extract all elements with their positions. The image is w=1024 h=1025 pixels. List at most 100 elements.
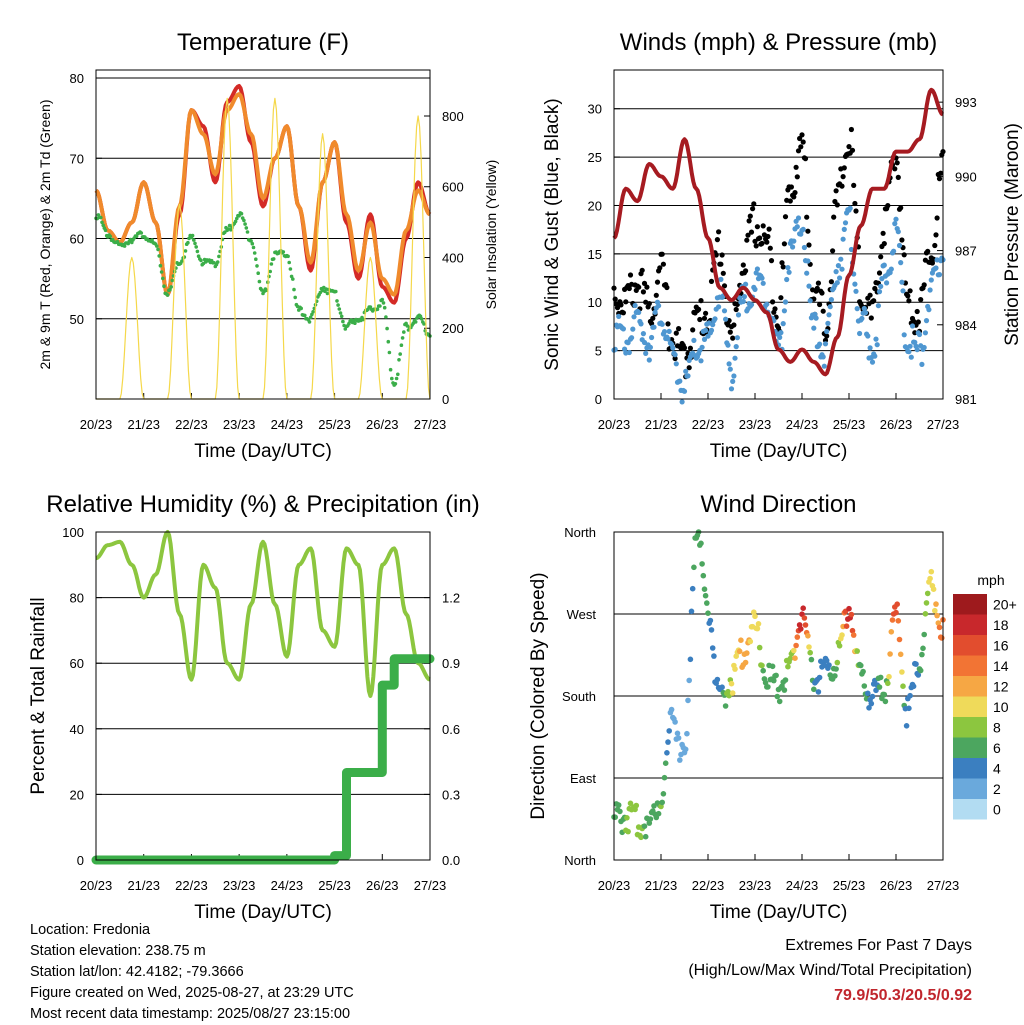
- series-point: [620, 326, 627, 332]
- series-point: [685, 373, 691, 379]
- series-point: [697, 316, 703, 323]
- direction-point: [685, 697, 691, 704]
- series-point: [251, 245, 256, 250]
- x-tick-label: 21/23: [645, 878, 678, 893]
- x-tick-label: 24/23: [786, 417, 819, 432]
- series-point: [661, 329, 668, 335]
- series-point: [626, 349, 632, 356]
- series-point: [719, 252, 725, 258]
- series-point: [820, 354, 826, 360]
- series-point: [828, 279, 835, 285]
- series-point: [767, 245, 773, 251]
- series-point: [665, 336, 671, 342]
- y-tick-label: 40: [70, 722, 84, 737]
- y-tick-label: 80: [70, 71, 84, 86]
- series-point: [616, 313, 622, 319]
- series-point: [907, 343, 913, 349]
- series-point: [792, 190, 798, 196]
- direction-point: [773, 672, 779, 679]
- direction-point: [674, 730, 681, 737]
- series-point: [740, 298, 746, 305]
- series-point: [217, 254, 221, 259]
- series-point: [122, 244, 127, 248]
- series-point: [728, 386, 735, 392]
- series-point: [766, 226, 772, 232]
- series-point: [737, 295, 743, 301]
- x-tick-label: 26/23: [880, 417, 913, 432]
- legend-swatch: [953, 635, 987, 656]
- series-point: [686, 365, 692, 371]
- series-point: [768, 258, 775, 264]
- chart-title: Temperature (F): [177, 29, 349, 56]
- x-axis-title: Time (Day/UTC): [194, 441, 332, 462]
- x-tick-label: 25/23: [833, 417, 866, 432]
- series-point: [681, 345, 688, 351]
- direction-point: [887, 651, 893, 657]
- series-point: [857, 330, 863, 337]
- series-point: [794, 174, 800, 180]
- series-point: [901, 332, 907, 338]
- series-point: [394, 376, 399, 381]
- direction-point: [894, 601, 900, 607]
- series-point: [659, 321, 665, 327]
- direction-point: [612, 814, 618, 820]
- direction-point: [876, 684, 883, 690]
- series-point: [650, 315, 656, 321]
- direction-point: [869, 693, 876, 700]
- series-point: [899, 279, 905, 285]
- series-point: [687, 345, 694, 351]
- direction-point: [666, 728, 672, 734]
- series-point: [854, 306, 860, 312]
- series-point: [791, 238, 797, 244]
- direction-point: [934, 612, 940, 619]
- x-tick-label: 24/23: [786, 878, 819, 893]
- legend-swatch: [953, 758, 987, 779]
- series-point: [721, 283, 728, 289]
- series-point: [257, 279, 262, 284]
- series-point: [815, 280, 822, 286]
- series-point: [778, 330, 784, 336]
- direction-point: [660, 791, 667, 797]
- x-tick-label: 21/23: [645, 417, 678, 432]
- series-point: [780, 264, 786, 270]
- direction-point: [888, 629, 895, 635]
- legend-swatch: [953, 696, 987, 717]
- series-point: [308, 315, 313, 320]
- direction-point: [907, 692, 913, 699]
- series-point: [103, 228, 108, 233]
- direction-point: [882, 698, 889, 705]
- series-point: [817, 301, 823, 308]
- direction-point: [732, 666, 738, 672]
- direction-point: [854, 648, 860, 654]
- series-point: [139, 231, 144, 235]
- direction-point: [642, 833, 649, 840]
- series-point: [380, 297, 385, 302]
- series-point: [933, 232, 939, 238]
- series-point: [822, 341, 829, 347]
- series-point: [168, 287, 172, 292]
- series-point: [623, 299, 629, 305]
- x-tick-label: 26/23: [366, 417, 399, 432]
- speed-legend: mph 20+ 18 16 14 12 10 8 6 4 2 0: [953, 572, 1017, 820]
- direction-point: [816, 674, 823, 681]
- series-point: [286, 254, 290, 259]
- series-point: [194, 245, 198, 249]
- plot-frame: [95, 531, 431, 861]
- series-point: [726, 361, 732, 367]
- series-point: [618, 302, 624, 308]
- series-point: [730, 335, 736, 341]
- direction-point: [836, 643, 843, 649]
- series-point: [819, 290, 825, 296]
- y-tick-label: 20: [588, 198, 602, 213]
- series-point: [337, 307, 342, 311]
- series-point: [289, 274, 294, 279]
- direction-point: [647, 816, 654, 822]
- series-point: [223, 230, 227, 234]
- series-point: [811, 325, 817, 331]
- series-point: [851, 182, 857, 188]
- direction-point: [776, 698, 783, 705]
- direction-point: [659, 799, 665, 806]
- series-point: [169, 285, 173, 289]
- direction-point: [805, 633, 811, 639]
- series-point: [696, 306, 702, 312]
